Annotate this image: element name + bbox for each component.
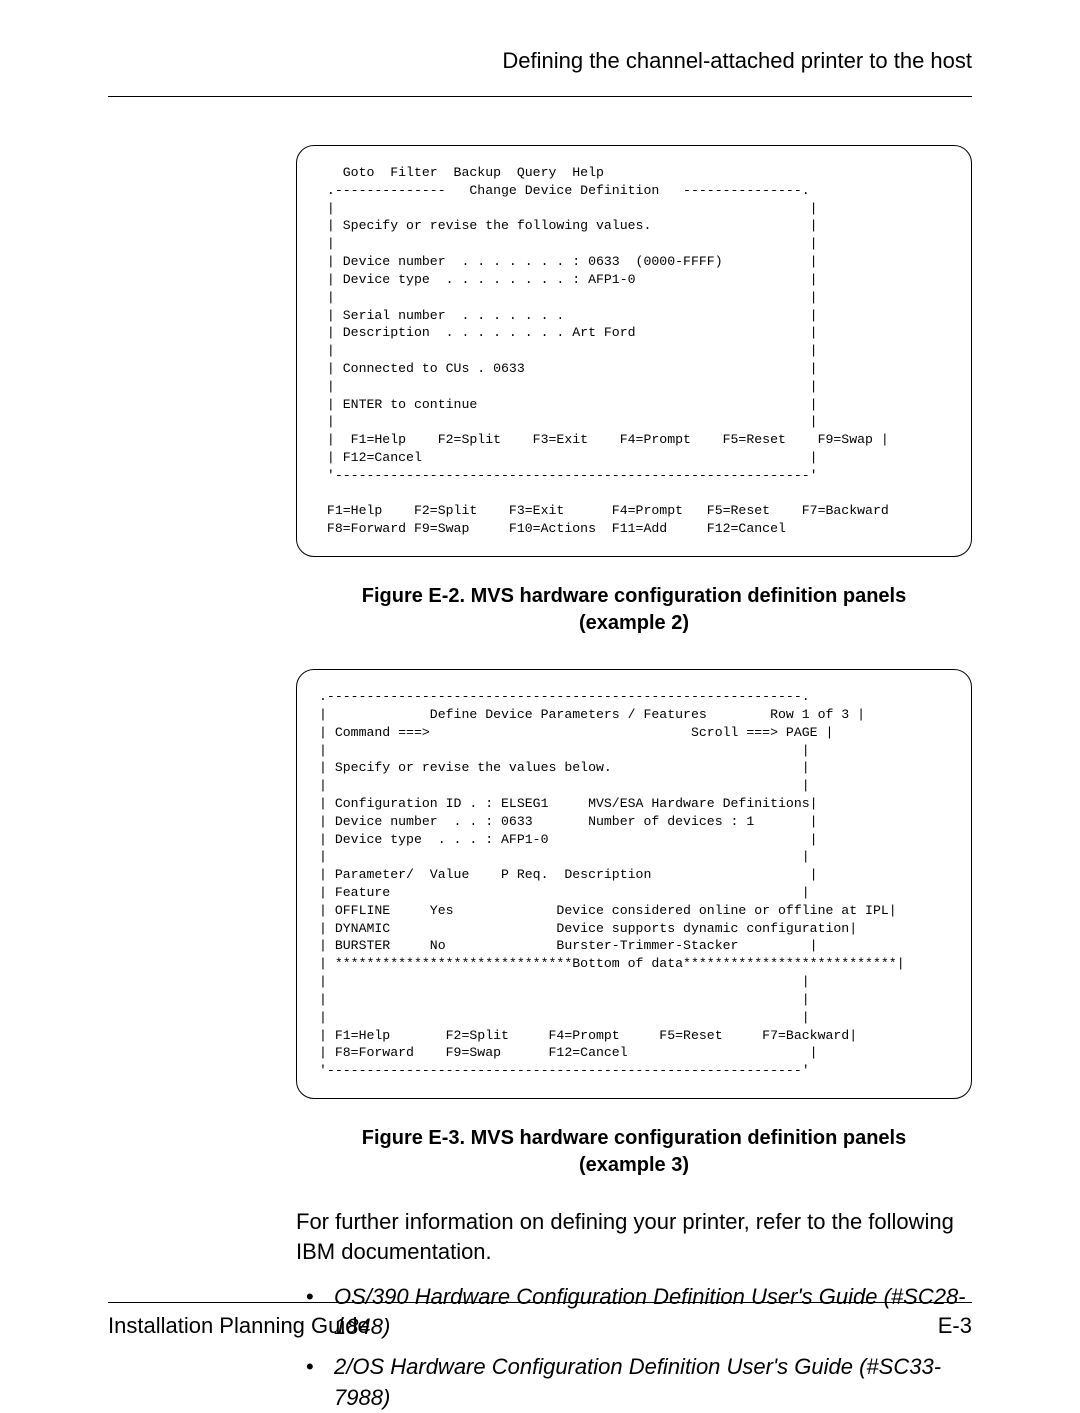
running-header: Defining the channel-attached printer to… [108, 48, 972, 74]
main-content: Goto Filter Backup Query Help .---------… [296, 145, 972, 1413]
bullet-dot-icon: • [296, 1352, 334, 1413]
page-footer: Installation Planning Guide E-3 [108, 1302, 972, 1339]
footer-left: Installation Planning Guide [108, 1313, 370, 1339]
figure-caption-2: Figure E-3. MVS hardware configuration d… [296, 1125, 972, 1179]
caption-line: Figure E-2. MVS hardware configuration d… [296, 583, 972, 610]
footer-right: E-3 [938, 1313, 972, 1339]
terminal-panel-2: .---------------------------------------… [296, 669, 972, 1099]
body-paragraph: For further information on defining your… [296, 1207, 972, 1268]
bullet-text: 2/OS Hardware Configuration Definition U… [334, 1352, 972, 1413]
caption-line: Figure E-3. MVS hardware configuration d… [296, 1125, 972, 1152]
list-item: • 2/OS Hardware Configuration Definition… [296, 1352, 972, 1413]
caption-line: (example 2) [296, 610, 972, 637]
page-content: Defining the channel-attached printer to… [108, 48, 972, 1413]
terminal-panel-1: Goto Filter Backup Query Help .---------… [296, 145, 972, 557]
figure-caption-1: Figure E-2. MVS hardware configuration d… [296, 583, 972, 637]
header-rule [108, 96, 972, 97]
caption-line: (example 3) [296, 1152, 972, 1179]
footer-rule [108, 1302, 972, 1303]
footer-row: Installation Planning Guide E-3 [108, 1313, 972, 1339]
